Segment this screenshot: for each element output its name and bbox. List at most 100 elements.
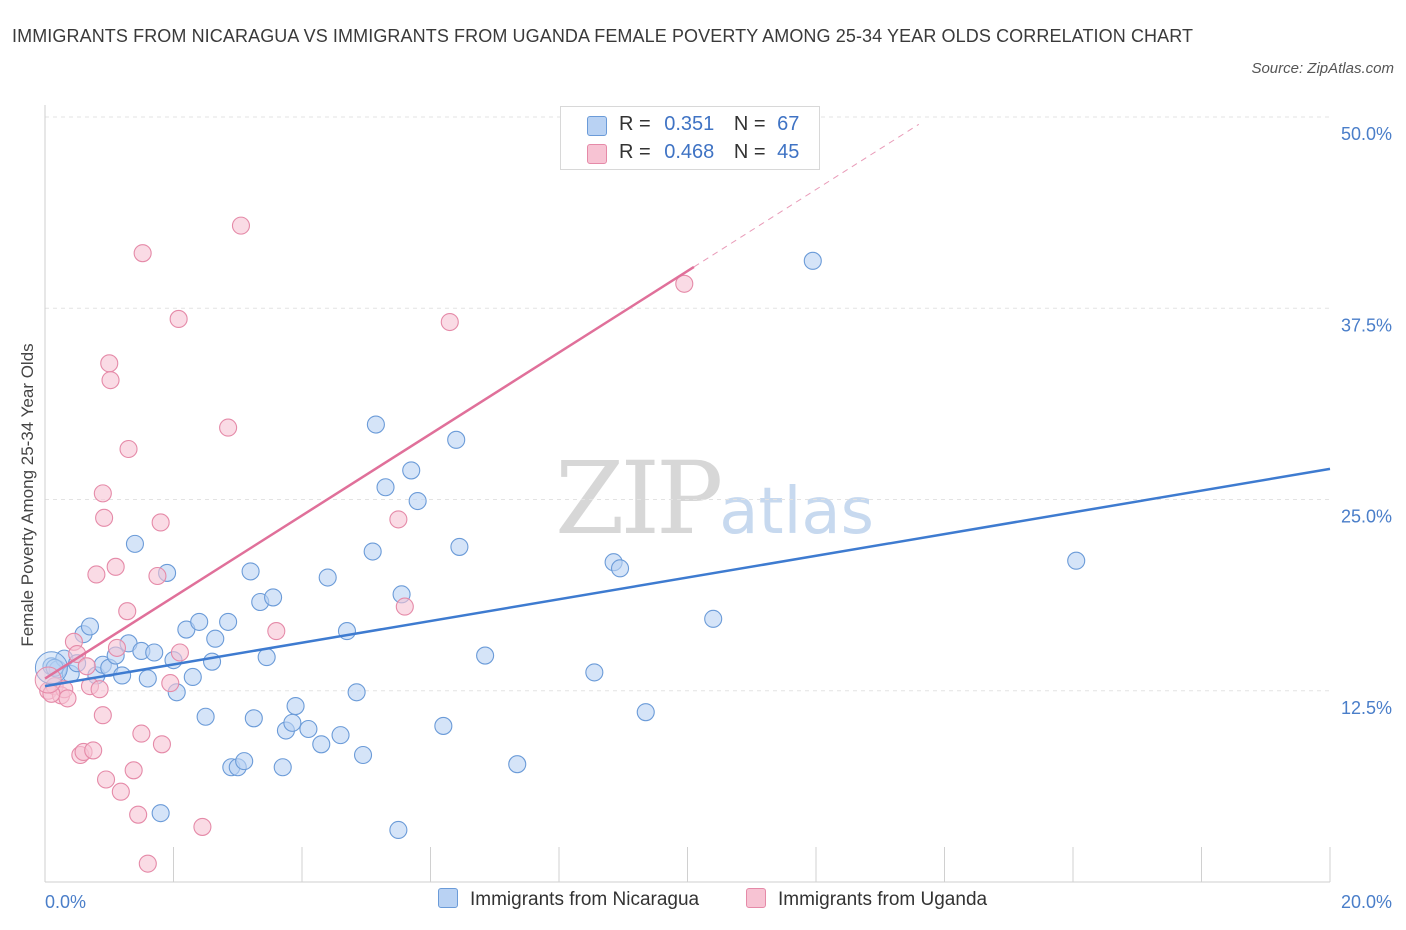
nicaragua-point — [585, 663, 604, 682]
nicaragua-point — [318, 568, 337, 587]
uganda-point — [93, 706, 112, 725]
legend-r-value: 0.468 — [664, 141, 715, 163]
nicaragua-point — [125, 534, 144, 553]
nicaragua-point — [803, 251, 822, 270]
legend-n-label: N = — [733, 141, 766, 163]
legend-text-uganda: R = 0.468 N = 45 — [619, 141, 799, 164]
x-tick-label: 0.0% — [45, 892, 86, 912]
y-tick-label: 25.0% — [1341, 507, 1392, 527]
nicaragua-point — [312, 735, 331, 754]
legend-swatch-nicaragua — [587, 116, 607, 136]
bottom-legend-uganda: Immigrants from Uganda — [746, 888, 987, 911]
uganda-point — [138, 854, 157, 873]
uganda-point — [95, 508, 114, 527]
nicaragua-point — [183, 667, 202, 687]
x-tick-label: 20.0% — [1341, 892, 1392, 912]
watermark-zip: ZIP — [555, 440, 723, 557]
nicaragua-point — [363, 542, 382, 561]
uganda-point — [111, 782, 130, 801]
bottom-legend-swatch-nicaragua — [438, 888, 458, 908]
uganda-point — [129, 805, 148, 824]
nicaragua-point — [476, 646, 495, 665]
uganda-trend-extension — [693, 123, 920, 268]
uganda-point — [118, 602, 137, 621]
nicaragua-point — [636, 703, 655, 722]
nicaragua-point — [283, 713, 302, 732]
nicaragua-point — [241, 562, 260, 581]
uganda-point — [101, 371, 120, 390]
legend-r-label: R = — [619, 113, 651, 135]
nicaragua-point — [366, 415, 385, 434]
nicaragua-point — [299, 719, 318, 739]
nicaragua-point — [80, 617, 100, 636]
nicaragua-point — [376, 478, 395, 497]
nicaragua-point — [450, 537, 469, 556]
uganda-point — [148, 566, 167, 586]
uganda-point — [152, 735, 171, 754]
nicaragua-point — [389, 820, 408, 840]
y-tick-label: 12.5% — [1341, 698, 1392, 718]
uganda-point — [107, 638, 127, 657]
uganda-point — [193, 817, 212, 836]
uganda-point — [106, 557, 125, 576]
uganda-point — [132, 724, 151, 743]
uganda-point — [675, 274, 694, 293]
nicaragua-point — [434, 716, 453, 735]
watermark-atlas: atlas — [719, 475, 874, 549]
legend-n-value: 67 — [777, 113, 800, 135]
nicaragua-point — [331, 726, 350, 745]
nicaragua-point — [273, 758, 292, 777]
uganda-point — [170, 643, 189, 662]
nicaragua-point — [196, 707, 215, 726]
nicaragua-point — [190, 612, 209, 631]
uganda-point — [124, 761, 143, 780]
nicaragua-point — [704, 609, 723, 628]
watermark: ZIPatlas — [555, 440, 874, 557]
uganda-point — [100, 354, 119, 373]
nicaragua-point — [235, 752, 254, 771]
nicaragua-point — [138, 669, 157, 688]
y-axis-label: Female Poverty Among 25-34 Year Olds — [18, 343, 37, 647]
uganda-point — [267, 622, 286, 641]
uganda-point — [58, 689, 77, 708]
nicaragua-point — [264, 588, 283, 607]
nicaragua-point — [219, 612, 238, 631]
legend-r-value: 0.351 — [664, 113, 715, 135]
nicaragua-point — [286, 696, 305, 716]
source-label: Source: ZipAtlas.com — [1251, 60, 1394, 77]
nicaragua-point — [508, 755, 527, 774]
uganda-point — [87, 565, 106, 584]
uganda-point — [389, 510, 408, 529]
uganda-point — [133, 244, 152, 263]
uganda-point — [93, 484, 112, 503]
legend-n-label: N = — [733, 113, 766, 135]
uganda-point — [161, 674, 180, 693]
legend-text-nicaragua: R = 0.351 N = 67 — [619, 113, 799, 136]
uganda-point — [96, 770, 116, 789]
nicaragua-point — [206, 629, 225, 648]
uganda-point — [84, 741, 103, 760]
uganda-point — [169, 309, 188, 329]
uganda-trend-line — [44, 265, 695, 680]
legend-n-value: 45 — [777, 141, 800, 163]
y-tick-label: 50.0% — [1341, 124, 1392, 144]
nicaragua-point — [408, 491, 427, 511]
nicaragua-point — [347, 683, 366, 702]
nicaragua-point — [151, 804, 170, 823]
uganda-point — [231, 216, 251, 235]
y-tick-label: 37.5% — [1341, 315, 1392, 335]
uganda-point — [395, 597, 414, 616]
uganda-point — [219, 418, 238, 437]
stats-legend: R = 0.351 N = 67 R = 0.468 N = 45 — [560, 106, 820, 170]
nicaragua-point — [447, 430, 466, 449]
nicaragua-point — [257, 648, 276, 667]
nicaragua-point — [244, 709, 263, 728]
uganda-point — [90, 680, 109, 699]
bottom-legend-swatch-uganda — [746, 888, 766, 908]
uganda-point — [119, 439, 138, 459]
nicaragua-trend-line — [44, 467, 1331, 688]
nicaragua-point — [402, 461, 421, 480]
legend-r-label: R = — [619, 141, 651, 163]
uganda-point — [440, 312, 459, 332]
